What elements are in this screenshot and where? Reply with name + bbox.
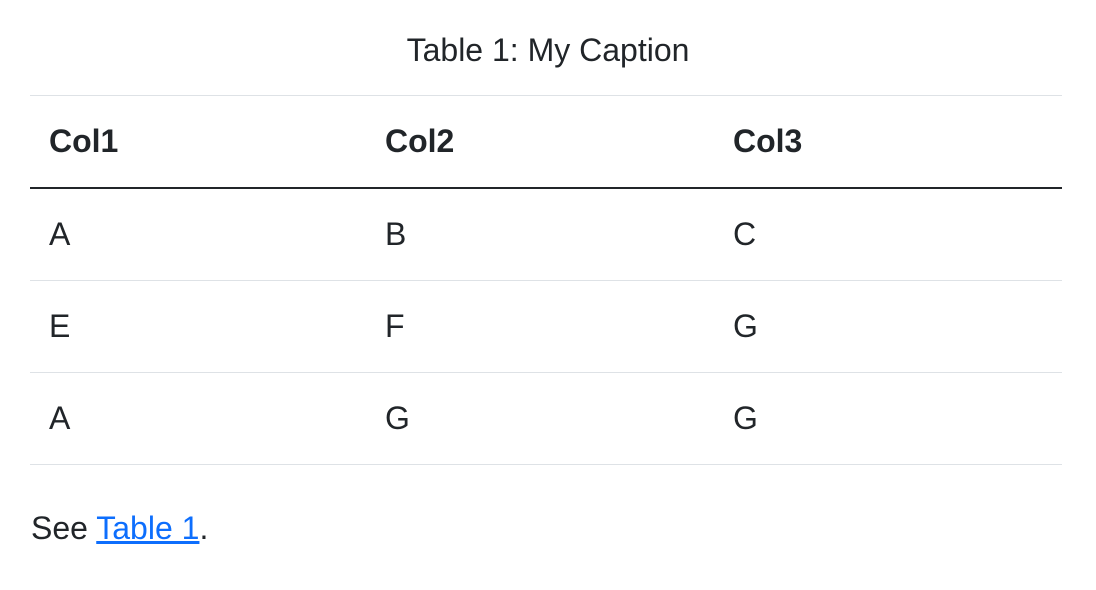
table-cell: G [714, 372, 1062, 465]
table-header-row: Col1 Col2 Col3 [30, 95, 1062, 189]
table-row: E F G [30, 280, 1062, 373]
column-header: Col2 [366, 95, 714, 189]
table-cell: G [366, 372, 714, 465]
table-cell: C [714, 188, 1062, 281]
table-cell: B [366, 188, 714, 281]
data-table: Col1 Col2 Col3 A B C E F G A G G [30, 95, 1062, 465]
table-cell: A [30, 188, 366, 281]
table-caption: Table 1: My Caption [406, 32, 690, 68]
paragraph-suffix: . [199, 510, 209, 546]
table-cell: A [30, 372, 366, 465]
table-row: A G G [30, 372, 1062, 465]
paragraph-prefix: See [31, 510, 97, 546]
table-reference-link[interactable]: Table 1 [96, 510, 200, 546]
table-cell: F [366, 280, 714, 373]
table-row: A B C [30, 188, 1062, 281]
column-header: Col1 [30, 95, 366, 189]
reference-paragraph: See Table 1. [31, 506, 208, 550]
column-header: Col3 [714, 95, 1062, 189]
table-cell: G [714, 280, 1062, 373]
table-cell: E [30, 280, 366, 373]
